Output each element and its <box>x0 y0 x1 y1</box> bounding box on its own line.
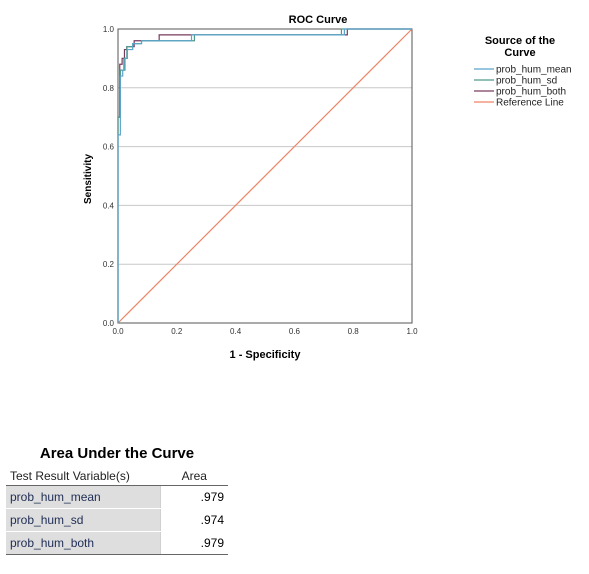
auc-table: Test Result Variable(s) Area prob_hum_me… <box>6 467 228 555</box>
row-area: .979 <box>160 485 228 509</box>
x-tick-label: 0.0 <box>112 327 124 336</box>
grid-lines <box>118 87 412 265</box>
auc-table-header-row: Test Result Variable(s) Area <box>6 467 228 486</box>
row-area: .974 <box>160 508 228 532</box>
column-header-area: Area <box>160 467 228 486</box>
legend-entry: prob_hum_mean <box>496 65 572 76</box>
y-tick-label: 0.0 <box>103 319 115 328</box>
x-tick-label: 0.4 <box>230 327 242 336</box>
x-tick-label: 0.8 <box>348 327 360 336</box>
x-tick-label: 0.6 <box>289 327 301 336</box>
series-layer <box>117 28 413 324</box>
legend-entry: prob_hum_both <box>496 87 566 98</box>
series-line-reference-line <box>117 28 413 324</box>
tick-labels: 0.0 0.2 0.4 0.6 0.8 1.0 0.0 0.2 0.4 0.6 0.8 1.0 <box>103 25 418 336</box>
auc-table-section: Area Under the Curve Test Result Variabl… <box>6 445 228 555</box>
legend-entry: prob_hum_sd <box>496 76 557 87</box>
roc-chart: ROC Curve 0.0 0.2 0.4 0.6 0.8 1.0 0.0 0.2 0.4 0.6… <box>83 14 572 361</box>
table-row: prob_hum_both .979 <box>6 531 228 555</box>
y-axis-title: Sensitivity <box>83 154 94 204</box>
x-tick-label: 1.0 <box>406 327 418 336</box>
x-axis-title: 1 - Specificity <box>230 349 302 361</box>
y-tick-label: 1.0 <box>103 25 115 34</box>
row-variable: prob_hum_mean <box>6 485 161 509</box>
auc-table-title: Area Under the Curve <box>39 445 195 462</box>
row-area: .979 <box>160 531 228 555</box>
row-variable: prob_hum_both <box>6 531 161 555</box>
column-header-variable: Test Result Variable(s) <box>6 467 161 486</box>
y-tick-label: 0.6 <box>103 143 115 152</box>
legend: Source of the Curveprob_hum_meanprob_hum_… <box>474 35 572 109</box>
series-line-prob-hum-mean <box>117 28 412 323</box>
table-row: prob_hum_mean .979 <box>6 485 228 509</box>
legend-title: Source of the Curve <box>485 35 555 59</box>
legend-entry: Reference Line <box>496 98 564 109</box>
y-tick-label: 0.8 <box>103 84 115 93</box>
row-variable: prob_hum_sd <box>6 508 161 532</box>
y-tick-label: 0.2 <box>103 260 115 269</box>
chart-title: ROC Curve <box>289 14 348 26</box>
x-tick-label: 0.2 <box>171 327 183 336</box>
y-tick-label: 0.4 <box>103 201 115 210</box>
table-row: prob_hum_sd .974 <box>6 508 228 532</box>
